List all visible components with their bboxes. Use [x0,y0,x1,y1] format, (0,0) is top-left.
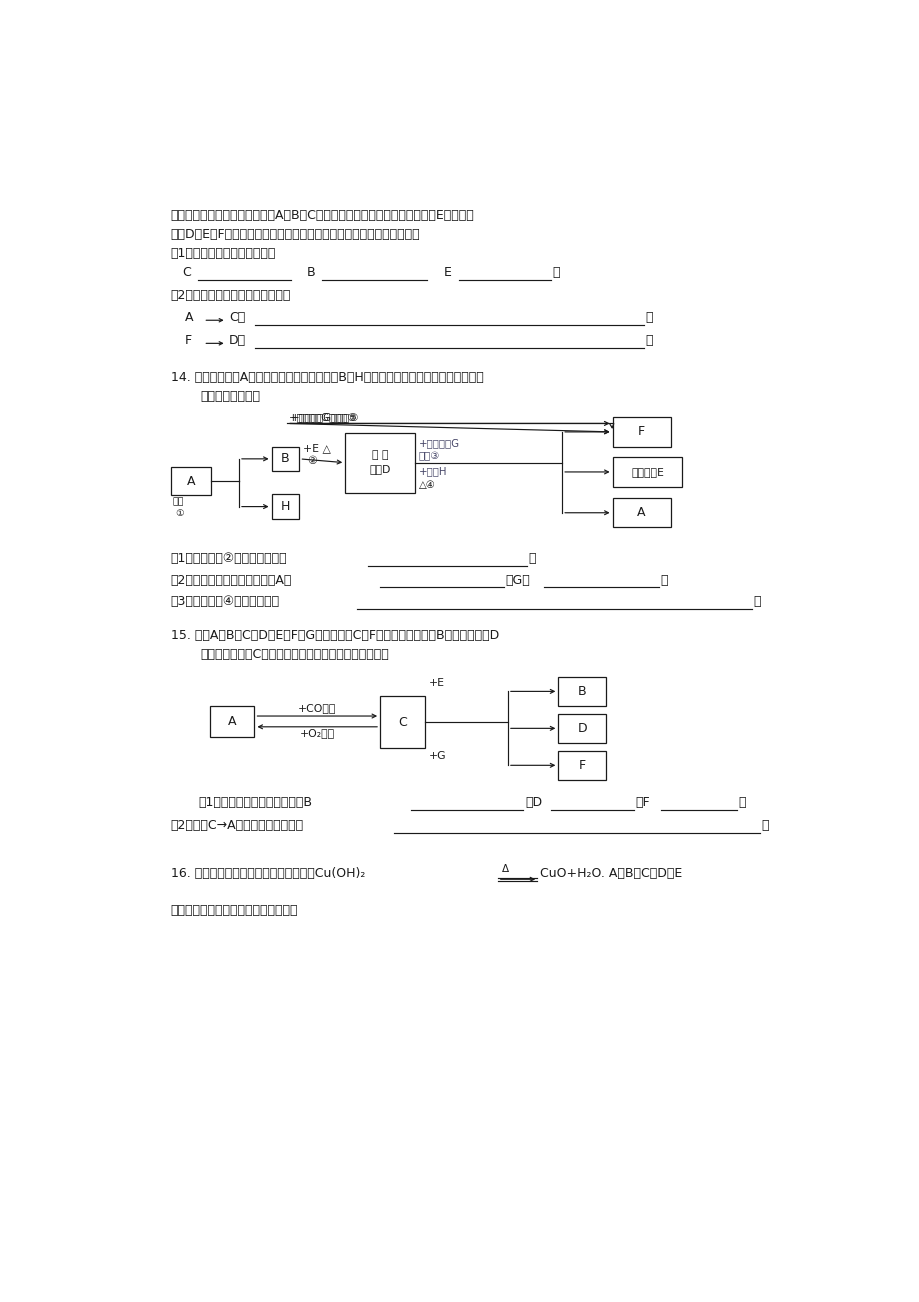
Text: C：: C： [229,311,244,324]
Text: A: A [228,715,236,728]
Text: CuO+H₂O. A、B、C、D、E: CuO+H₂O. A、B、C、D、E [539,867,681,880]
Text: D: D [577,721,586,734]
Text: ①: ① [176,509,184,518]
Text: （2）写出下列变化的化学方程式：: （2）写出下列变化的化学方程式： [171,289,290,302]
Text: A: A [185,311,193,324]
Text: B: B [306,267,314,280]
Text: （1）推测下列物质的化学式：B: （1）推测下列物质的化学式：B [198,796,312,809]
Text: A: A [187,475,195,488]
Text: +E: +E [428,677,445,687]
Text: C: C [182,267,191,280]
Text: 是食品包装中的常用的干燥剂，A、B、C三种白色固体都含有同种金属元素，E是固体单: 是食品包装中的常用的干燥剂，A、B、C三种白色固体都含有同种金属元素，E是固体单 [171,208,474,221]
Text: Δ: Δ [502,863,508,874]
Text: +气体H: +气体H [418,466,447,477]
Bar [210,706,255,737]
Text: C: C [398,716,406,729]
Text: （2）写出C→A转化的化学方程式：: （2）写出C→A转化的化学方程式： [171,819,303,832]
Text: +黑色固体G，点燃⑤: +黑色固体G，点燃⑤ [289,413,357,423]
Text: 通电: 通电 [172,497,184,506]
Text: 。: 。 [660,574,667,587]
Text: F: F [185,335,192,348]
Text: 14. 有一无色液体A，在通电条件下，可以产生B和H两种单质气体。其它关系如图所示，: 14. 有一无色液体A，在通电条件下，可以产生B和H两种单质气体。其它关系如图所… [171,371,483,384]
Text: △④: △④ [418,479,436,490]
Bar [271,447,299,471]
Bar [345,432,414,492]
Text: 。: 。 [753,595,760,608]
Text: +O₂点燃: +O₂点燃 [300,728,335,738]
Bar [612,417,670,447]
Bar [612,457,682,487]
Text: +黑色固体G，点燃⑤: +黑色固体G，点燃⑤ [290,411,359,422]
Text: 15. 现有A、B、C、D、E、F、G七种物质，C、F是最常见的金属，B是气体单质，D: 15. 现有A、B、C、D、E、F、G七种物质，C、F是最常见的金属，B是气体单… [171,629,498,642]
Text: B: B [577,685,586,698]
Text: （1）写出反应②的基本反应类型: （1）写出反应②的基本反应类型 [171,552,287,565]
Text: 五种物质之间有下图所示的转化关系：: 五种物质之间有下图所示的转化关系： [171,904,298,917]
Text: +E △: +E △ [302,444,330,453]
Text: ；: ； [644,311,652,324]
Text: 高温③: 高温③ [418,452,439,461]
Text: +CO高温: +CO高温 [298,703,336,713]
Text: （1）写出下列物质的化学式：: （1）写出下列物质的化学式： [171,247,276,260]
Text: （3）写出反应④的化学方程式: （3）写出反应④的化学方程式 [171,595,279,608]
Text: F: F [578,759,585,772]
Text: 。: 。 [761,819,768,832]
Text: 。: 。 [644,335,652,348]
Text: 16. 已知难溶于水的碱受热易分解，如：Cu(OH)₂: 16. 已知难溶于水的碱受热易分解，如：Cu(OH)₂ [171,867,365,880]
Text: +黑色固体G: +黑色固体G [418,437,460,448]
Text: 固体D: 固体D [369,464,391,474]
Text: +G: +G [428,751,446,762]
Text: A: A [637,506,645,519]
Text: E: E [443,267,451,280]
Text: 。: 。 [528,552,536,565]
Bar [558,751,606,780]
Text: H: H [280,500,289,513]
Bar [558,713,606,743]
Text: ②: ② [307,456,317,466]
Bar [558,677,606,706]
Text: 黑 色: 黑 色 [371,450,388,460]
Bar [271,495,299,519]
Bar [380,697,425,749]
Text: D：: D： [229,335,245,348]
Text: ，D: ，D [525,796,541,809]
Bar [612,499,670,527]
Text: 质，D、E、F都含有同种非金属元素，它们的转化关系如下图。请回答：: 质，D、E、F都含有同种非金属元素，它们的转化关系如下图。请回答： [171,228,420,241]
Text: 为浅绿色溶液，C为蓝色溶液，它们之间存在如下关系：: 为浅绿色溶液，C为蓝色溶液，它们之间存在如下关系： [200,648,389,661]
Text: 请完成下列问题。: 请完成下列问题。 [200,391,260,404]
Text: F: F [638,426,644,439]
Text: 。: 。 [551,267,559,280]
Text: ，G是: ，G是 [505,574,529,587]
Text: ，F: ，F [635,796,650,809]
Bar [171,467,210,495]
Text: B: B [281,452,289,465]
Text: （2）写出有关物质的化学式：A是: （2）写出有关物质的化学式：A是 [171,574,292,587]
Text: ；: ； [737,796,744,809]
Text: 红色固体E: 红色固体E [630,467,664,477]
